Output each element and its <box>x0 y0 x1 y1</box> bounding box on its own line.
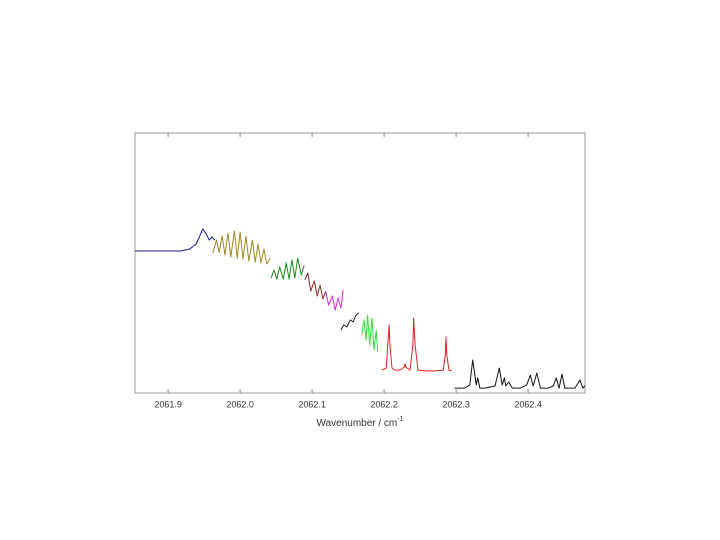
spectrum-trace <box>361 314 379 352</box>
x-axis-label-text: Wavenumber / cm <box>317 418 398 429</box>
x-axis-label: Wavenumber / cm-1 <box>317 416 404 429</box>
spectrum-trace <box>270 257 305 280</box>
x-tick-label: 2062.1 <box>298 399 326 409</box>
x-axis-label-superscript: -1 <box>397 416 403 423</box>
spectrum-trace <box>135 228 216 252</box>
x-tick-label: 2061.9 <box>154 399 182 409</box>
spectrum-trace <box>212 230 271 265</box>
x-tick-label: 2062.0 <box>226 399 254 409</box>
spectrum-trace <box>340 312 360 331</box>
spectrum-trace <box>325 289 344 311</box>
x-tick-label: 2062.3 <box>442 399 470 409</box>
spectrum-trace <box>454 359 586 389</box>
x-tick-label: 2062.4 <box>514 399 542 409</box>
plot-frame <box>134 132 586 394</box>
spectrum-trace <box>381 317 452 372</box>
x-tick-label: 2062.2 <box>370 399 398 409</box>
spectrum-trace <box>304 272 327 300</box>
